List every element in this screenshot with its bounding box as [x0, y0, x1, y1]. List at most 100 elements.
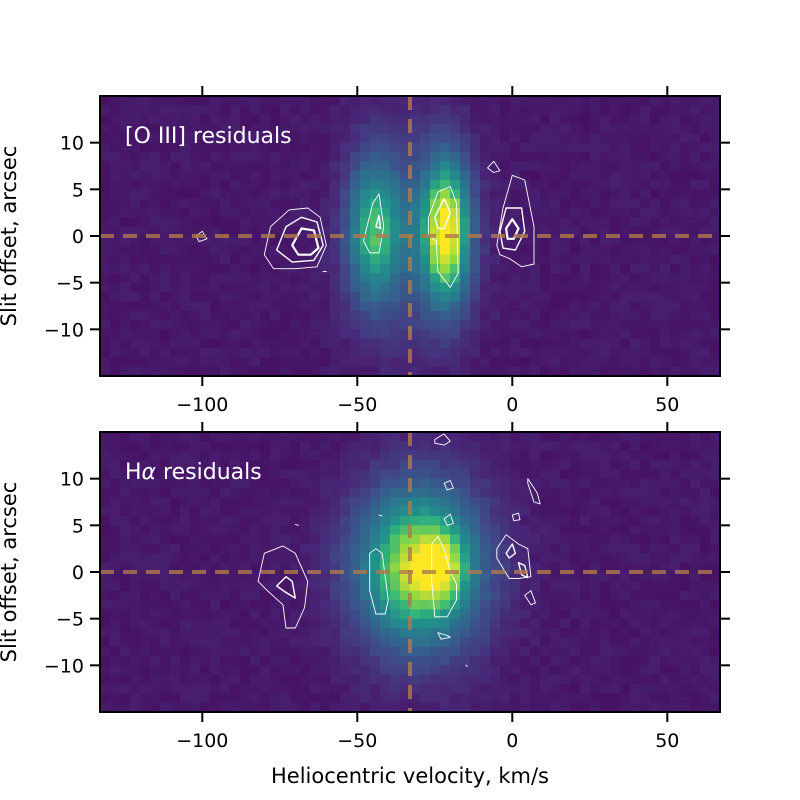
- heatmap-cell: [580, 516, 591, 526]
- heatmap-cell: [360, 469, 371, 480]
- heatmap-cell: [660, 357, 671, 368]
- heatmap-cell: [590, 478, 601, 489]
- heatmap-cell: [200, 497, 211, 508]
- heatmap-cell: [460, 189, 471, 200]
- heatmap-cell: [500, 637, 511, 648]
- heatmap-cell: [710, 562, 721, 573]
- heatmap-cell: [680, 609, 691, 620]
- heatmap-cell: [250, 581, 261, 592]
- heatmap-cell: [210, 506, 221, 517]
- heatmap-cell: [430, 114, 441, 125]
- heatmap-cell: [330, 254, 341, 265]
- heatmap-cell: [670, 114, 681, 125]
- heatmap-cell: [580, 665, 591, 676]
- heatmap-cell: [520, 366, 531, 377]
- heatmap-cell: [380, 488, 391, 498]
- heatmap-cell: [480, 609, 491, 620]
- heatmap-cell: [330, 469, 341, 480]
- heatmap-cell: [130, 152, 141, 162]
- heatmap-cell: [710, 170, 721, 181]
- heatmap-cell: [610, 497, 621, 508]
- heatmap-cell: [420, 236, 431, 246]
- heatmap-cell: [370, 217, 381, 228]
- heatmap-cell: [600, 348, 611, 358]
- heatmap-cell: [400, 96, 411, 106]
- heatmap-cell: [210, 208, 221, 218]
- heatmap-cell: [230, 96, 241, 106]
- heatmap-cell: [380, 245, 391, 256]
- heatmap-cell: [410, 469, 421, 480]
- heatmap-cell: [630, 646, 641, 657]
- heatmap-cell: [260, 208, 271, 218]
- heatmap-cell: [220, 105, 231, 116]
- heatmap-cell: [570, 450, 581, 461]
- heatmap-cell: [680, 656, 691, 666]
- heatmap-cell: [610, 478, 621, 489]
- heatmap-cell: [490, 628, 501, 638]
- heatmap-cell: [160, 114, 171, 125]
- heatmap-cell: [460, 572, 471, 582]
- heatmap-cell: [270, 488, 281, 498]
- heatmap-cell: [680, 357, 691, 368]
- heatmap-cell: [550, 96, 561, 106]
- heatmap-cell: [390, 637, 401, 648]
- heatmap-cell: [640, 637, 651, 648]
- heatmap-cell: [430, 301, 441, 312]
- heatmap-cell: [450, 254, 461, 265]
- heatmap-cell: [240, 217, 251, 228]
- heatmap-cell: [190, 572, 201, 582]
- heatmap-cell: [690, 506, 701, 517]
- heatmap-cell: [480, 114, 491, 125]
- heatmap-cell: [340, 553, 351, 564]
- heatmap-cell: [570, 628, 581, 638]
- heatmap-cell: [420, 702, 431, 713]
- heatmap-cell: [110, 432, 121, 442]
- heatmap-cell: [520, 534, 531, 545]
- heatmap-cell: [490, 665, 501, 676]
- heatmap-cell: [460, 506, 471, 517]
- heatmap-cell: [450, 226, 461, 237]
- heatmap-cell: [140, 254, 151, 265]
- heatmap-cell: [550, 366, 561, 377]
- heatmap-cell: [470, 329, 481, 340]
- heatmap-cell: [400, 133, 411, 144]
- heatmap-cell: [590, 609, 601, 620]
- heatmap-cell: [260, 217, 271, 228]
- heatmap-cell: [130, 161, 141, 172]
- heatmap-cell: [580, 161, 591, 172]
- heatmap-cell: [500, 357, 511, 368]
- heatmap-cell: [650, 254, 661, 265]
- heatmap-cell: [200, 292, 211, 302]
- heatmap-cell: [470, 600, 481, 610]
- heatmap-cell: [530, 105, 541, 116]
- heatmap-cell: [100, 282, 111, 293]
- heatmap-cell: [710, 702, 721, 713]
- heatmap-cell: [240, 348, 251, 358]
- heatmap-cell: [430, 646, 441, 657]
- heatmap-cell: [590, 590, 601, 601]
- heatmap-cell: [610, 282, 621, 293]
- heatmap-cell: [470, 488, 481, 498]
- heatmap-cell: [310, 338, 321, 349]
- heatmap-cell: [510, 254, 521, 265]
- heatmap-cell: [680, 310, 691, 321]
- heatmap-cell: [540, 264, 551, 274]
- heatmap-cell: [350, 628, 361, 638]
- heatmap-cell: [130, 254, 141, 265]
- heatmap-cell: [150, 301, 161, 312]
- heatmap-cell: [620, 236, 631, 246]
- heatmap-cell: [500, 674, 511, 685]
- heatmap-cell: [460, 310, 471, 321]
- heatmap-cell: [140, 572, 151, 582]
- heatmap-cell: [280, 152, 291, 162]
- heatmap-cell: [170, 562, 181, 573]
- heatmap-cell: [220, 114, 231, 125]
- heatmap-cell: [260, 628, 271, 638]
- heatmap-cell: [450, 292, 461, 302]
- heatmap-cell: [210, 469, 221, 480]
- heatmap-cell: [230, 600, 241, 610]
- heatmap-cell: [260, 684, 271, 694]
- heatmap-cell: [340, 488, 351, 498]
- heatmap-cell: [640, 646, 651, 657]
